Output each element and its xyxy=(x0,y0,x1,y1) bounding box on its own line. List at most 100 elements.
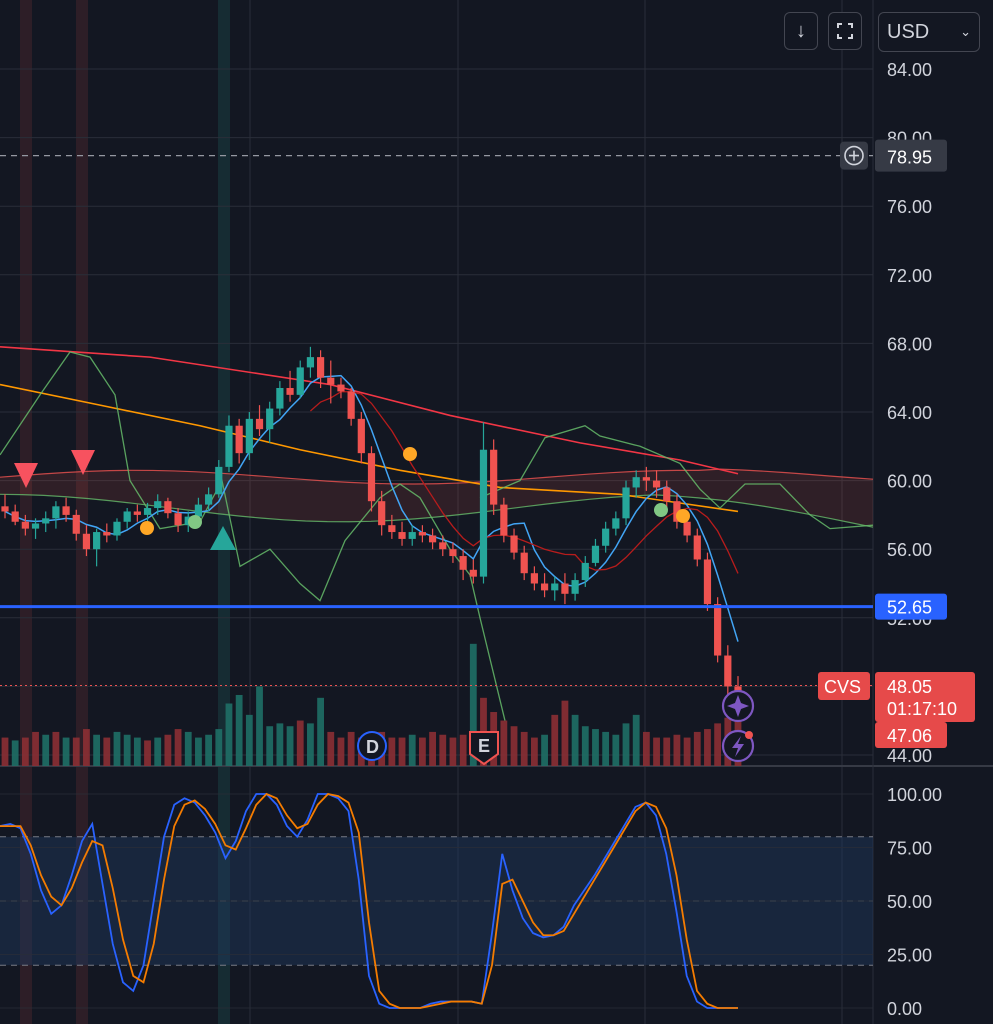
candle xyxy=(296,367,304,395)
candle xyxy=(1,506,9,512)
earnings-letter: E xyxy=(478,736,490,756)
stoch-d-line xyxy=(0,792,738,1009)
stoch-k-line xyxy=(0,793,738,1009)
low-price-tag xyxy=(875,722,947,748)
candle xyxy=(367,453,376,502)
last-price: 48.05 xyxy=(887,677,932,697)
candle xyxy=(337,384,345,392)
volume-bar xyxy=(195,737,202,766)
candle xyxy=(693,535,701,560)
candle xyxy=(490,449,498,505)
notification-dot xyxy=(745,731,753,739)
sell-marker xyxy=(71,450,95,475)
candle xyxy=(398,532,406,539)
volume-bar xyxy=(205,734,213,766)
candle xyxy=(21,521,29,529)
stochastic-panel xyxy=(0,792,873,1009)
volume-bar xyxy=(612,734,620,766)
candle xyxy=(449,549,457,557)
price-tick-label: 56.00 xyxy=(887,540,932,560)
candle xyxy=(62,506,70,515)
price-tick-label: 76.00 xyxy=(887,197,932,217)
candle xyxy=(673,501,681,522)
volume-bar xyxy=(520,731,528,766)
buy-marker xyxy=(210,526,236,550)
candle xyxy=(286,387,294,395)
candle xyxy=(357,418,365,454)
volume-bar xyxy=(235,694,243,766)
line-price: 52.65 xyxy=(887,598,932,618)
volume-bar xyxy=(530,737,538,766)
symbol-tag xyxy=(818,672,870,700)
stoch-tick-label: 100.00 xyxy=(887,785,942,805)
volume-bar xyxy=(52,731,60,766)
earnings-badge xyxy=(469,731,499,766)
volume-bar xyxy=(83,729,90,766)
price-axis: 84.0080.0076.0072.0068.0064.0060.0056.00… xyxy=(818,60,975,1019)
volume-bar xyxy=(592,729,599,766)
volume-bar xyxy=(11,740,19,766)
volume-bar xyxy=(663,737,671,766)
volume-bar xyxy=(398,737,406,766)
candle xyxy=(113,521,121,536)
candle xyxy=(123,511,131,522)
candle xyxy=(408,532,416,539)
currency-label: USD xyxy=(887,20,930,43)
stoch-tick-label: 50.00 xyxy=(887,892,932,912)
candle xyxy=(31,523,40,529)
fullscreen-button[interactable] xyxy=(828,12,862,50)
candle xyxy=(215,466,223,495)
ma-slow xyxy=(309,391,739,574)
event-band-red xyxy=(20,0,32,1024)
volume-bar xyxy=(571,714,579,766)
price-tick-label: 60.00 xyxy=(887,472,932,492)
arrow-down-icon: ↓ xyxy=(796,19,806,42)
volume-bar xyxy=(408,734,416,766)
candle xyxy=(11,511,19,522)
volume-bar xyxy=(276,723,284,766)
candle xyxy=(703,559,712,605)
last-price-tag xyxy=(875,672,975,722)
price-tick-label: 64.00 xyxy=(887,403,932,423)
candle xyxy=(306,357,315,368)
candle xyxy=(164,501,172,514)
volume-bar xyxy=(266,726,274,766)
candle xyxy=(642,477,650,481)
price-tick-label: 84.00 xyxy=(887,60,932,80)
download-button[interactable]: ↓ xyxy=(784,12,818,50)
volume-bar xyxy=(154,737,162,766)
volume-bar xyxy=(123,734,131,766)
dividend-badge xyxy=(357,731,387,761)
candle xyxy=(174,513,182,526)
ma-long xyxy=(0,346,739,475)
volume-bar xyxy=(286,726,294,766)
candle xyxy=(255,418,264,430)
candle xyxy=(418,532,427,536)
signal-dot-orange xyxy=(140,521,154,535)
low-price: 47.06 xyxy=(887,726,932,746)
signal-dot-orange xyxy=(676,509,690,523)
plus-circle-icon xyxy=(844,145,864,166)
band-upper xyxy=(479,425,874,530)
candle xyxy=(561,583,569,594)
volume-bar xyxy=(113,731,121,766)
volume-bar xyxy=(62,737,70,766)
ma-mid xyxy=(0,383,739,513)
volume-bar xyxy=(469,643,477,766)
candle xyxy=(591,545,600,563)
candle xyxy=(520,552,528,574)
candle xyxy=(479,449,488,577)
volume-bar xyxy=(103,737,111,766)
candle xyxy=(133,511,141,515)
fullscreen-icon xyxy=(837,23,853,39)
candle xyxy=(194,504,203,517)
candle xyxy=(602,528,610,546)
line-price-tag xyxy=(875,593,947,620)
candle xyxy=(327,377,335,385)
currency-select[interactable]: USD ⌄ xyxy=(878,12,980,52)
lightning-glyph xyxy=(732,736,744,757)
stoch-tick-label: 0.00 xyxy=(887,999,922,1019)
volume-bar xyxy=(632,714,640,766)
candle xyxy=(530,573,538,584)
